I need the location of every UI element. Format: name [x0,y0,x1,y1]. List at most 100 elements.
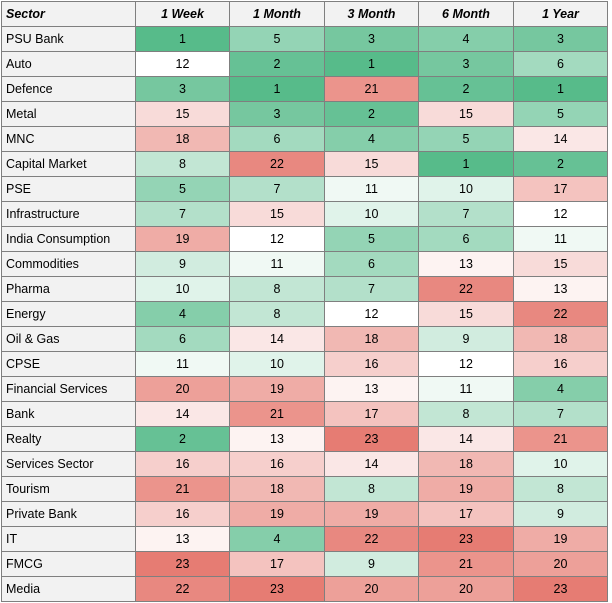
rank-cell[interactable]: 17 [229,551,325,577]
rank-cell[interactable]: 18 [135,126,230,152]
rank-cell[interactable]: 8 [324,476,419,502]
rank-cell[interactable]: 14 [135,401,230,427]
rank-cell[interactable]: 15 [513,251,608,277]
rank-cell[interactable]: 8 [418,401,514,427]
rank-cell[interactable]: 20 [135,376,230,402]
rank-cell[interactable]: 22 [229,151,325,177]
rank-cell[interactable]: 20 [324,576,419,602]
sector-name-cell[interactable]: Auto [1,51,136,77]
rank-cell[interactable]: 2 [513,151,608,177]
rank-cell[interactable]: 13 [513,276,608,302]
rank-cell[interactable]: 6 [513,51,608,77]
rank-cell[interactable]: 20 [418,576,514,602]
rank-cell[interactable]: 16 [513,351,608,377]
rank-cell[interactable]: 15 [229,201,325,227]
rank-cell[interactable]: 10 [135,276,230,302]
rank-cell[interactable]: 5 [229,26,325,52]
rank-cell[interactable]: 7 [513,401,608,427]
rank-cell[interactable]: 15 [324,151,419,177]
rank-cell[interactable]: 11 [324,176,419,202]
rank-cell[interactable]: 19 [324,501,419,527]
header-sector[interactable]: Sector [1,1,136,27]
rank-cell[interactable]: 21 [513,426,608,452]
rank-cell[interactable]: 7 [229,176,325,202]
rank-cell[interactable]: 8 [229,276,325,302]
rank-cell[interactable]: 5 [513,101,608,127]
rank-cell[interactable]: 18 [324,326,419,352]
rank-cell[interactable]: 9 [418,326,514,352]
rank-cell[interactable]: 4 [135,301,230,327]
sector-name-cell[interactable]: Infrastructure [1,201,136,227]
sector-name-cell[interactable]: IT [1,526,136,552]
rank-cell[interactable]: 14 [324,451,419,477]
rank-cell[interactable]: 22 [513,301,608,327]
rank-cell[interactable]: 11 [135,351,230,377]
sector-name-cell[interactable]: CPSE [1,351,136,377]
sector-name-cell[interactable]: India Consumption [1,226,136,252]
rank-cell[interactable]: 12 [513,201,608,227]
rank-cell[interactable]: 6 [135,326,230,352]
rank-cell[interactable]: 18 [229,476,325,502]
rank-cell[interactable]: 12 [229,226,325,252]
sector-name-cell[interactable]: PSE [1,176,136,202]
rank-cell[interactable]: 13 [418,251,514,277]
rank-cell[interactable]: 11 [418,376,514,402]
rank-cell[interactable]: 5 [135,176,230,202]
rank-cell[interactable]: 4 [513,376,608,402]
rank-cell[interactable]: 13 [324,376,419,402]
sector-name-cell[interactable]: FMCG [1,551,136,577]
rank-cell[interactable]: 19 [135,226,230,252]
header-6-month[interactable]: 6 Month [418,1,514,27]
rank-cell[interactable]: 2 [324,101,419,127]
rank-cell[interactable]: 15 [418,101,514,127]
rank-cell[interactable]: 3 [135,76,230,102]
sector-name-cell[interactable]: Tourism [1,476,136,502]
rank-cell[interactable]: 1 [229,76,325,102]
rank-cell[interactable]: 7 [418,201,514,227]
rank-cell[interactable]: 23 [418,526,514,552]
rank-cell[interactable]: 2 [229,51,325,77]
rank-cell[interactable]: 14 [513,126,608,152]
rank-cell[interactable]: 22 [418,276,514,302]
rank-cell[interactable]: 10 [229,351,325,377]
rank-cell[interactable]: 13 [135,526,230,552]
sector-name-cell[interactable]: PSU Bank [1,26,136,52]
rank-cell[interactable]: 4 [324,126,419,152]
sector-name-cell[interactable]: Commodities [1,251,136,277]
rank-cell[interactable]: 20 [513,551,608,577]
rank-cell[interactable]: 2 [135,426,230,452]
rank-cell[interactable]: 19 [513,526,608,552]
sector-name-cell[interactable]: Services Sector [1,451,136,477]
rank-cell[interactable]: 3 [229,101,325,127]
sector-name-cell[interactable]: Energy [1,301,136,327]
rank-cell[interactable]: 21 [418,551,514,577]
rank-cell[interactable]: 16 [135,501,230,527]
rank-cell[interactable]: 5 [324,226,419,252]
rank-cell[interactable]: 3 [324,26,419,52]
sector-name-cell[interactable]: Capital Market [1,151,136,177]
rank-cell[interactable]: 12 [418,351,514,377]
rank-cell[interactable]: 17 [513,176,608,202]
header-3-month[interactable]: 3 Month [324,1,419,27]
rank-cell[interactable]: 19 [229,376,325,402]
sector-name-cell[interactable]: Bank [1,401,136,427]
sector-name-cell[interactable]: Media [1,576,136,602]
rank-cell[interactable]: 21 [324,76,419,102]
rank-cell[interactable]: 1 [513,76,608,102]
sector-name-cell[interactable]: Metal [1,101,136,127]
rank-cell[interactable]: 12 [324,301,419,327]
rank-cell[interactable]: 11 [229,251,325,277]
sector-name-cell[interactable]: Defence [1,76,136,102]
rank-cell[interactable]: 15 [418,301,514,327]
rank-cell[interactable]: 4 [418,26,514,52]
rank-cell[interactable]: 6 [418,226,514,252]
rank-cell[interactable]: 6 [324,251,419,277]
sector-name-cell[interactable]: MNC [1,126,136,152]
rank-cell[interactable]: 16 [135,451,230,477]
rank-cell[interactable]: 6 [229,126,325,152]
rank-cell[interactable]: 15 [135,101,230,127]
sector-name-cell[interactable]: Financial Services [1,376,136,402]
rank-cell[interactable]: 8 [229,301,325,327]
rank-cell[interactable]: 16 [324,351,419,377]
rank-cell[interactable]: 1 [135,26,230,52]
